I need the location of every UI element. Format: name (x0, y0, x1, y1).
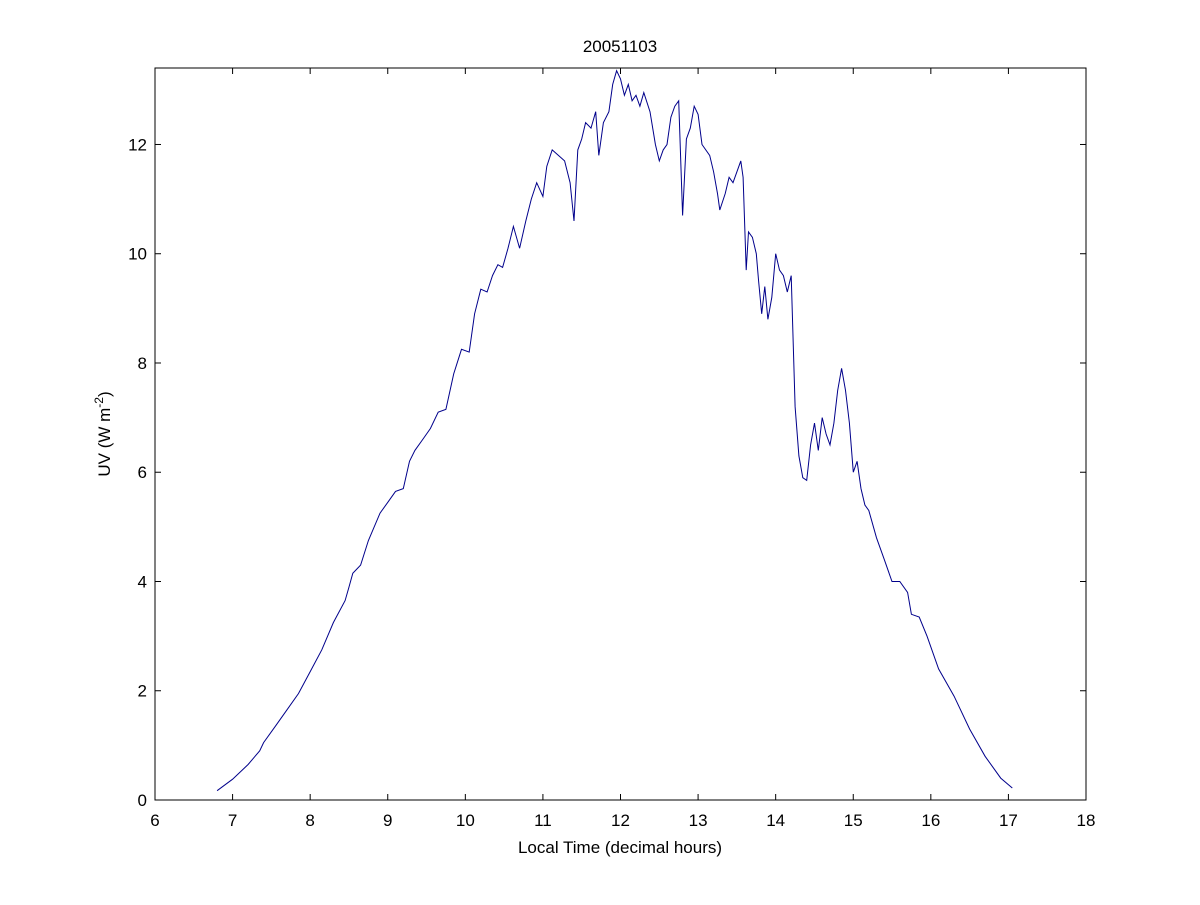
x-tick-label: 6 (150, 811, 159, 830)
y-tick-label: 10 (128, 245, 147, 264)
x-tick-label: 13 (689, 811, 708, 830)
y-tick-label: 4 (138, 572, 147, 591)
x-tick-label: 18 (1077, 811, 1096, 830)
tick-layer: 6 7 8 9 10 11 12 13 14 15 16 17 18 0 2 4 6 8 10 12 (128, 68, 1095, 830)
y-tick-label: 12 (128, 135, 147, 154)
x-axis-label: Local Time (decimal hours) (518, 838, 722, 857)
x-tick-label: 14 (766, 811, 785, 830)
line-layer (216, 69, 1013, 792)
x-tick-label: 9 (383, 811, 392, 830)
y-axis-label-superscript: -2 (92, 397, 106, 408)
x-tick-label: 8 (305, 811, 314, 830)
x-tick-label: 11 (534, 811, 552, 830)
y-tick-label: 2 (138, 682, 147, 701)
x-tick-label: 7 (228, 811, 237, 830)
x-tick-label: 17 (999, 811, 1018, 830)
x-tick-label: 10 (456, 811, 475, 830)
y-axis-label: UV (W m-2) (92, 391, 114, 476)
y-tick-label: 8 (138, 354, 147, 373)
y-axis-label-close: ) (95, 391, 114, 397)
y-tick-label: 0 (138, 791, 147, 810)
y-axis-label-main: UV (W m (95, 408, 114, 477)
chart-title: 20051103 (583, 37, 657, 56)
x-tick-label: 12 (611, 811, 630, 830)
x-tick-label: 16 (921, 811, 940, 830)
y-tick-label: 6 (138, 463, 147, 482)
uv-series-line-0 (216, 69, 1013, 792)
x-tick-label: 15 (844, 811, 863, 830)
